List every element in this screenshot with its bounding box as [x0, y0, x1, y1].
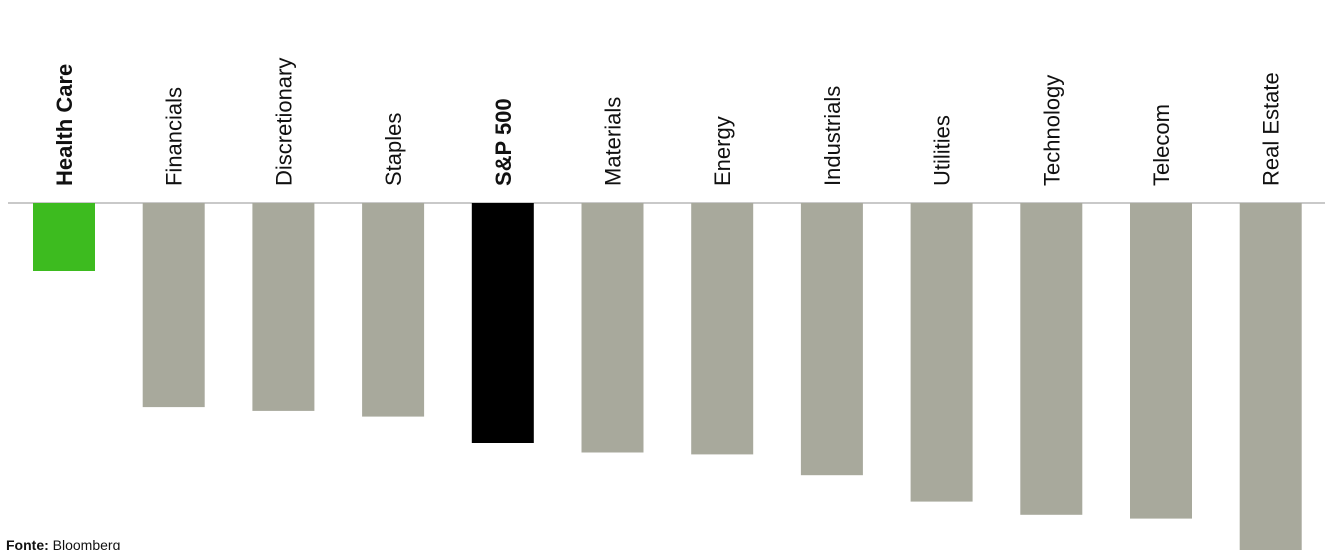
- bar-utilities: [910, 203, 973, 502]
- bar-financials: [142, 203, 205, 408]
- bar-discretionary: [252, 203, 315, 411]
- label-materials: Materials: [601, 97, 626, 186]
- source-note: Fonte: Bloomberg: [6, 537, 120, 550]
- label-health-care: Health Care: [52, 64, 77, 186]
- bar-materials: [581, 203, 644, 453]
- source-text: Bloomberg: [52, 537, 121, 550]
- bar-sandp-500: [471, 203, 534, 443]
- bar-technology: [1020, 203, 1083, 515]
- bar-telecom: [1130, 203, 1192, 519]
- source-label: Fonte:: [6, 537, 49, 550]
- bar-staples: [362, 203, 425, 417]
- label-telecom: Telecom: [1149, 104, 1174, 186]
- bar-real-estate: [1239, 203, 1302, 550]
- label-technology: Technology: [1039, 75, 1064, 186]
- label-utilities: Utilities: [930, 115, 955, 186]
- label-financials: Financials: [162, 87, 187, 186]
- bar-energy: [691, 203, 754, 455]
- label-industrials: Industrials: [820, 86, 845, 186]
- bar-health-care: [33, 203, 95, 271]
- bars-group: [33, 203, 1302, 550]
- label-energy: Energy: [710, 116, 735, 186]
- label-staples: Staples: [381, 113, 406, 186]
- label-real-estate: Real Estate: [1259, 72, 1284, 186]
- label-sandp-500: S&P 500: [491, 98, 516, 186]
- label-discretionary: Discretionary: [271, 58, 296, 186]
- bar-industrials: [800, 203, 863, 476]
- category-labels-group: Health Care Financials Discretionary Staple…: [52, 58, 1284, 186]
